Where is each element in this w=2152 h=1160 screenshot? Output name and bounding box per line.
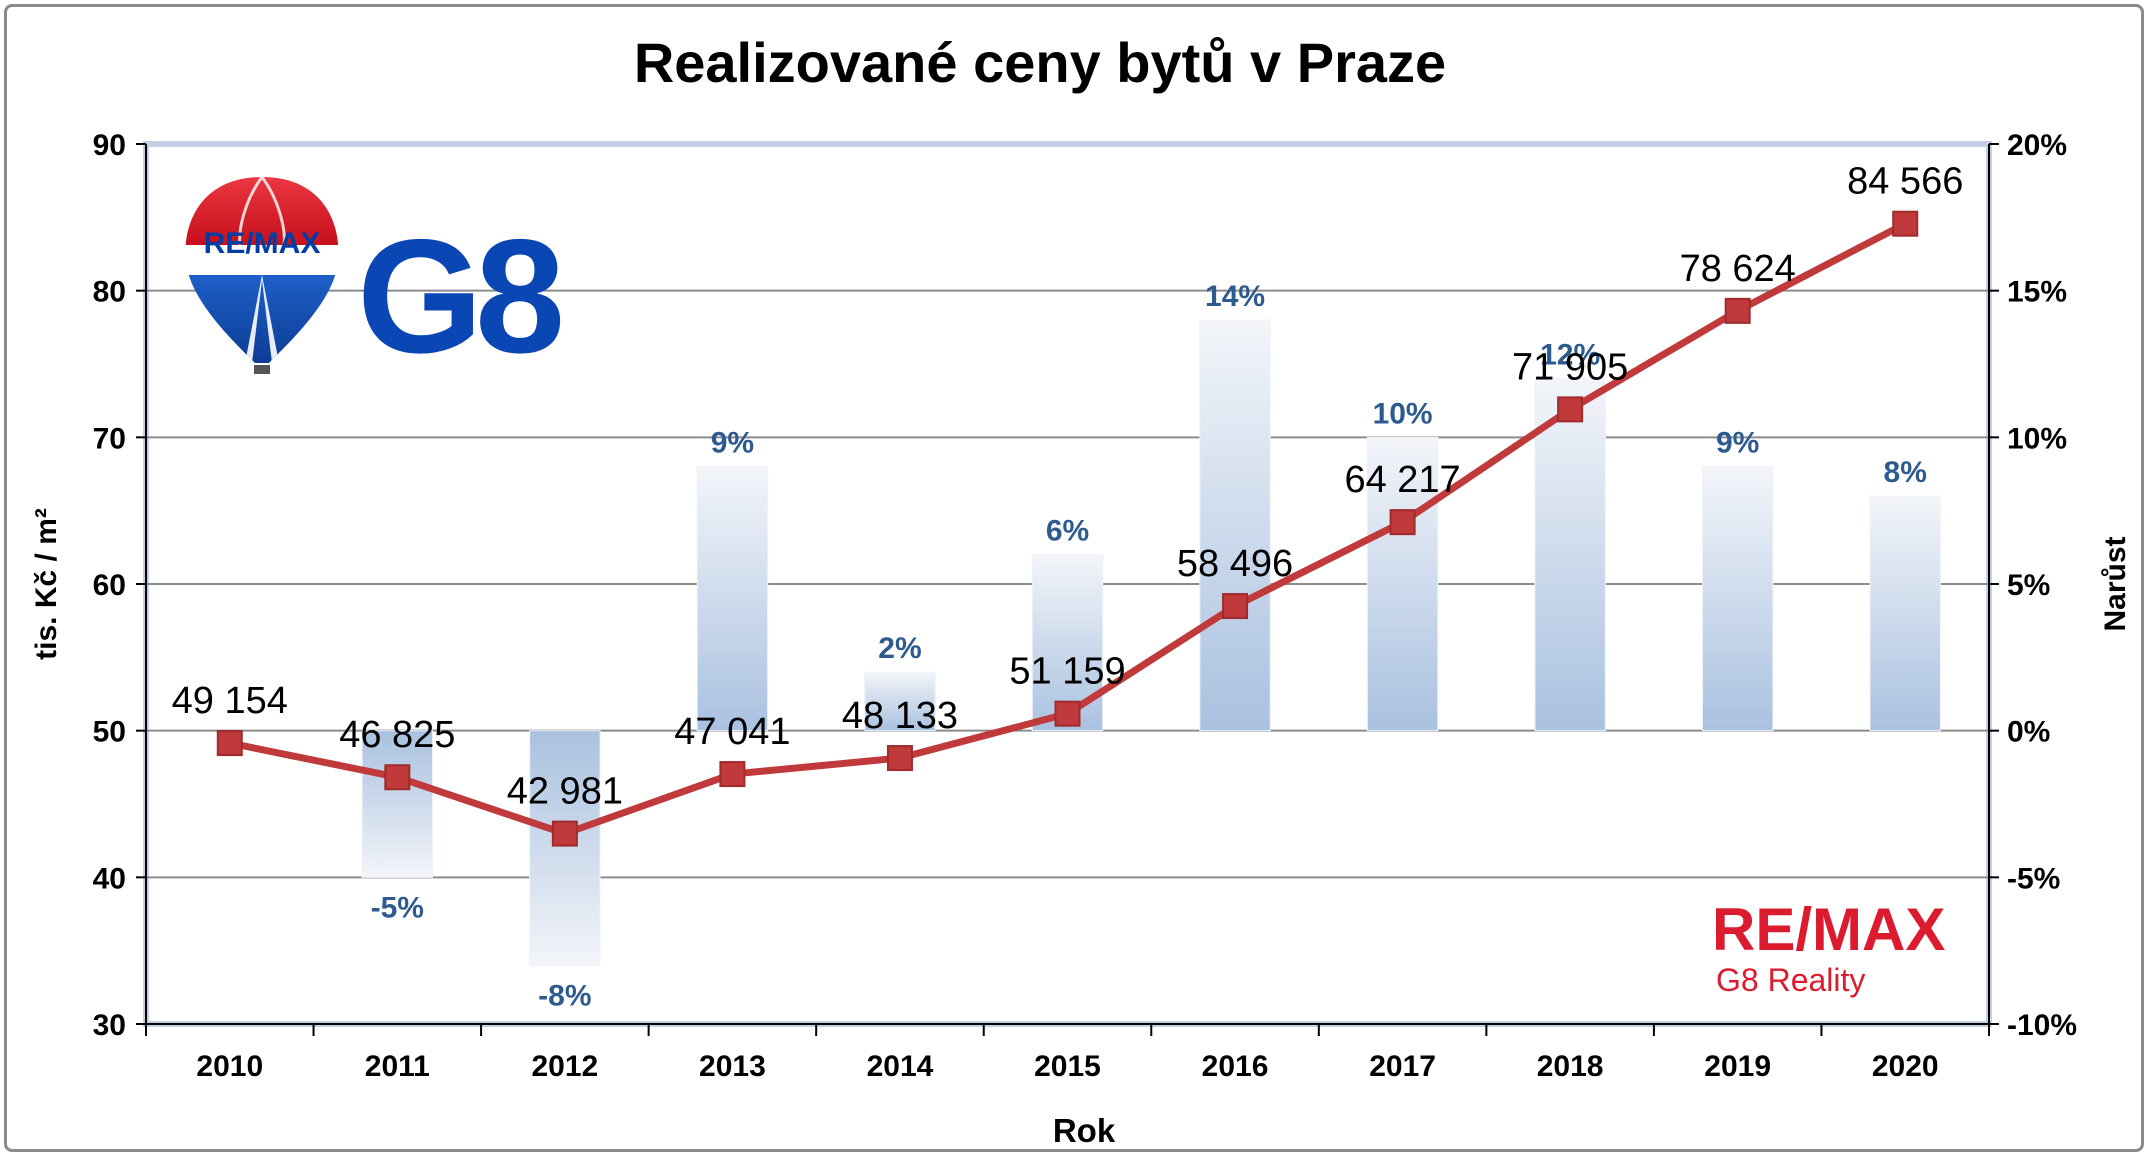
- price-point: [1222, 593, 1249, 620]
- right-tick-label: 10%: [2007, 422, 2067, 455]
- price-label: 51 159: [1009, 651, 1125, 693]
- price-label: 49 154: [172, 680, 288, 722]
- price-label: 42 981: [507, 771, 623, 813]
- price-point: [1054, 700, 1081, 727]
- growth-label: 9%: [711, 427, 754, 460]
- price-point: [1557, 396, 1584, 423]
- growth-bar: [1366, 436, 1439, 732]
- left-tick-label: 50: [93, 716, 126, 749]
- left-tick-label: 80: [93, 276, 126, 309]
- left-tick-label: 90: [93, 129, 126, 162]
- x-tick-label: 2016: [1202, 1050, 1269, 1083]
- right-axis-title: Narůst: [2099, 536, 2132, 631]
- price-point: [886, 745, 913, 772]
- left-tick-label: 30: [93, 1009, 126, 1042]
- price-label: 47 041: [674, 711, 790, 753]
- left-axis-title: tis. Kč / m²: [30, 508, 63, 660]
- growth-bar-labels: -5% -8% 9% 2% 6% 14% 10% 12% 9% 8%: [371, 280, 1927, 1012]
- x-tick-label: 2011: [365, 1050, 430, 1083]
- growth-label: 9%: [1716, 427, 1759, 460]
- price-label: 58 496: [1177, 543, 1293, 585]
- right-tick-label: 0%: [2007, 716, 2050, 749]
- growth-label: 12%: [1540, 339, 1600, 372]
- price-point: [1389, 509, 1416, 536]
- growth-bars: [361, 319, 1941, 966]
- left-tick-label: 70: [93, 422, 126, 455]
- price-point: [719, 761, 746, 788]
- right-tick-label: -5%: [2007, 862, 2060, 895]
- x-tick-label: 2018: [1537, 1050, 1604, 1083]
- remax-wordmark: RE/MAX: [1712, 896, 1945, 963]
- x-tick-label: 2012: [531, 1050, 598, 1083]
- balloon-text: RE/MAX: [204, 227, 321, 260]
- x-tick-label: 2019: [1704, 1050, 1771, 1083]
- growth-bar: [1199, 319, 1271, 732]
- price-label: 78 624: [1680, 248, 1796, 290]
- growth-label: 2%: [878, 632, 921, 665]
- growth-bar: [1701, 466, 1774, 732]
- price-point: [1892, 210, 1919, 237]
- price-labels: 49 154 46 825 42 981 47 041 48 133 51 159 58 4…: [172, 161, 1964, 813]
- growth-bar: [1534, 378, 1606, 732]
- g8-logo: G8: [357, 206, 561, 387]
- growth-label: -8%: [538, 979, 591, 1012]
- right-tick-label: 20%: [2007, 129, 2067, 162]
- x-tick-label: 2017: [1369, 1050, 1436, 1083]
- left-tick-label: 40: [93, 862, 126, 895]
- right-tick-label: 15%: [2007, 276, 2067, 309]
- growth-label: 6%: [1046, 515, 1089, 548]
- price-point: [1724, 297, 1751, 324]
- price-label: 48 133: [842, 695, 958, 737]
- price-label: 46 825: [339, 714, 455, 756]
- growth-bar: [696, 466, 769, 732]
- x-tick-label: 2014: [867, 1050, 934, 1083]
- price-point: [216, 730, 243, 757]
- left-axis-ticks: 30 40 50 60 70 80 90: [93, 129, 146, 1042]
- right-tick-label: 5%: [2007, 569, 2050, 602]
- x-axis-ticks: 2010 2011 2012 2013 2014 2015 2016 2017 2018 2019…: [145, 1024, 1990, 1083]
- chart-title: Realizované ceny bytů v Praze: [634, 31, 1446, 94]
- right-tick-label: -10%: [2007, 1009, 2077, 1042]
- growth-label: -5%: [371, 891, 424, 924]
- price-point: [384, 764, 411, 791]
- x-tick-label: 2020: [1872, 1050, 1939, 1083]
- growth-label: 10%: [1373, 397, 1433, 430]
- left-tick-label: 60: [93, 569, 126, 602]
- growth-bar: [864, 671, 936, 732]
- x-tick-label: 2015: [1034, 1050, 1101, 1083]
- right-axis-ticks: -10% -5% 0% 5% 10% 15% 20%: [1989, 129, 2077, 1042]
- price-label: 84 566: [1847, 161, 1963, 203]
- x-tick-label: 2010: [196, 1050, 263, 1083]
- g8-reality-text: G8 Reality: [1716, 962, 1865, 998]
- price-label: 64 217: [1344, 459, 1460, 501]
- growth-label: 14%: [1205, 280, 1265, 313]
- x-axis-title: Rok: [1053, 1112, 1116, 1149]
- growth-bar: [529, 730, 601, 966]
- growth-bar: [361, 730, 434, 878]
- price-line-series: [216, 210, 1919, 847]
- growth-bar: [1869, 495, 1941, 732]
- growth-label: 8%: [1884, 456, 1927, 489]
- price-point: [551, 820, 578, 847]
- price-label: 71 905: [1512, 346, 1628, 388]
- x-tick-label: 2013: [699, 1050, 766, 1083]
